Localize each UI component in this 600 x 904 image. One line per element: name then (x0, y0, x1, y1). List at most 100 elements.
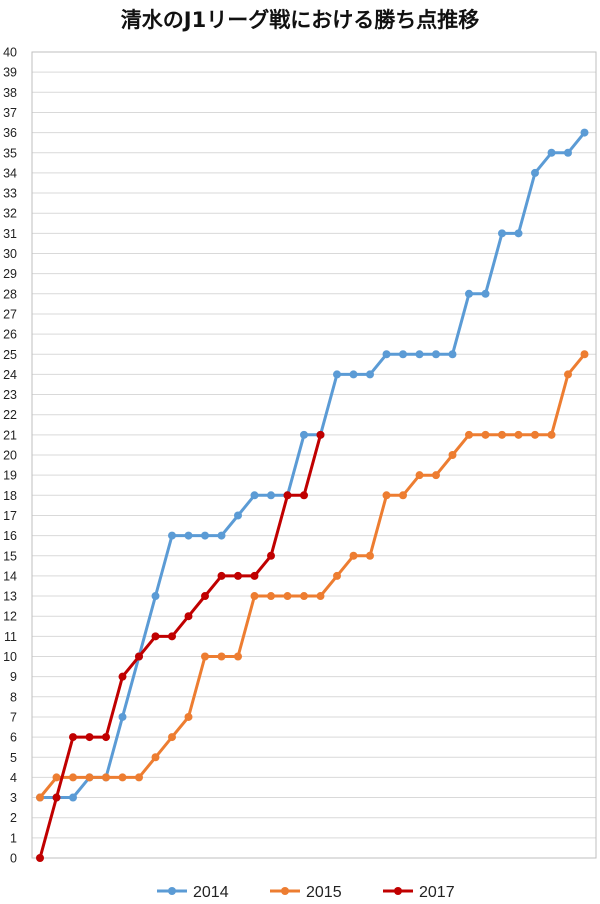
y-tick-label: 29 (3, 267, 17, 281)
y-tick-label: 3 (10, 791, 17, 805)
legend-label: 2014 (193, 884, 229, 901)
data-point (283, 592, 292, 601)
y-tick-label: 25 (3, 348, 17, 362)
data-point (564, 370, 572, 379)
y-tick-label: 0 (10, 852, 17, 866)
data-point (151, 592, 160, 601)
data-point (118, 773, 127, 782)
data-point (366, 370, 374, 379)
legend-label: 2017 (419, 884, 455, 901)
y-tick-label: 13 (3, 590, 17, 604)
data-point (102, 733, 110, 742)
data-point (349, 370, 358, 379)
y-tick-label: 20 (3, 449, 17, 463)
y-tick-label: 6 (10, 731, 17, 745)
y-tick-label: 17 (3, 509, 17, 523)
y-tick-label: 8 (10, 690, 17, 704)
data-point (135, 773, 143, 782)
data-point (580, 350, 589, 359)
data-point (151, 753, 160, 762)
legend-swatch-marker (281, 887, 289, 895)
y-tick-label: 16 (3, 529, 17, 543)
data-point (547, 148, 556, 157)
data-point (234, 652, 242, 661)
legend-swatch-marker (394, 887, 402, 895)
data-point (217, 531, 226, 540)
data-point (267, 551, 275, 560)
data-point (316, 430, 325, 439)
data-point (217, 652, 226, 661)
data-point (531, 168, 539, 177)
series-2017 (36, 430, 325, 862)
data-point (432, 471, 440, 480)
y-tick-label: 35 (3, 146, 17, 160)
data-point (333, 571, 341, 580)
data-point (234, 511, 242, 520)
data-point (151, 632, 160, 641)
data-point (547, 430, 556, 439)
data-point (448, 451, 457, 459)
y-tick-label: 24 (3, 368, 17, 382)
y-tick-label: 26 (3, 328, 17, 342)
legend-item-2015: 2015 (270, 884, 342, 901)
y-tick-label: 9 (10, 670, 17, 684)
series-lines (36, 128, 589, 862)
y-tick-label: 7 (10, 710, 17, 724)
y-tick-label: 12 (3, 610, 17, 624)
y-tick-label: 19 (3, 469, 17, 483)
data-point (69, 793, 77, 802)
data-point (448, 350, 457, 359)
y-tick-label: 5 (10, 751, 17, 765)
data-point (184, 531, 193, 540)
data-point (168, 531, 176, 540)
data-point (267, 491, 275, 500)
data-point (102, 773, 110, 782)
data-point (217, 571, 226, 580)
legend-item-2014: 2014 (157, 884, 229, 901)
y-tick-label: 2 (10, 811, 17, 825)
series-line-2014 (38, 131, 586, 799)
data-point (267, 592, 275, 601)
data-point (201, 531, 209, 540)
y-tick-label: 31 (3, 227, 17, 241)
data-point (135, 652, 143, 661)
data-point (366, 551, 374, 560)
data-point (250, 571, 259, 580)
data-point (481, 289, 490, 298)
chart-title: 清水のJ1リーグ戦における勝ち点推移 (121, 8, 479, 32)
data-point (580, 128, 589, 137)
data-point (118, 712, 127, 721)
data-point (36, 854, 44, 862)
y-tick-label: 22 (3, 408, 17, 422)
legend: 2014 2015 2017 (157, 884, 455, 901)
y-tick-label: 33 (3, 187, 17, 201)
data-point (300, 491, 308, 500)
data-point (300, 592, 308, 601)
data-point (382, 350, 391, 359)
data-point (514, 229, 523, 238)
data-point (432, 350, 440, 359)
data-point (399, 491, 407, 500)
data-point (564, 148, 572, 157)
y-tick-label: 1 (10, 831, 17, 845)
data-point (514, 430, 523, 439)
data-point (283, 491, 292, 500)
data-point (300, 430, 308, 439)
y-tick-label: 15 (3, 549, 17, 563)
legend-swatch-marker (168, 887, 176, 895)
data-point (168, 632, 176, 641)
y-tick-label: 30 (3, 247, 17, 261)
data-point (498, 229, 506, 238)
plot-area-border (31, 51, 597, 859)
y-tick-label: 36 (3, 126, 17, 140)
data-point (118, 672, 127, 681)
data-point (250, 491, 259, 500)
data-point (415, 350, 424, 359)
data-point (349, 551, 358, 560)
data-point (69, 733, 77, 742)
y-tick-label: 38 (3, 86, 17, 100)
data-point (531, 430, 539, 439)
data-point (184, 712, 193, 721)
y-tick-label: 34 (3, 166, 17, 180)
